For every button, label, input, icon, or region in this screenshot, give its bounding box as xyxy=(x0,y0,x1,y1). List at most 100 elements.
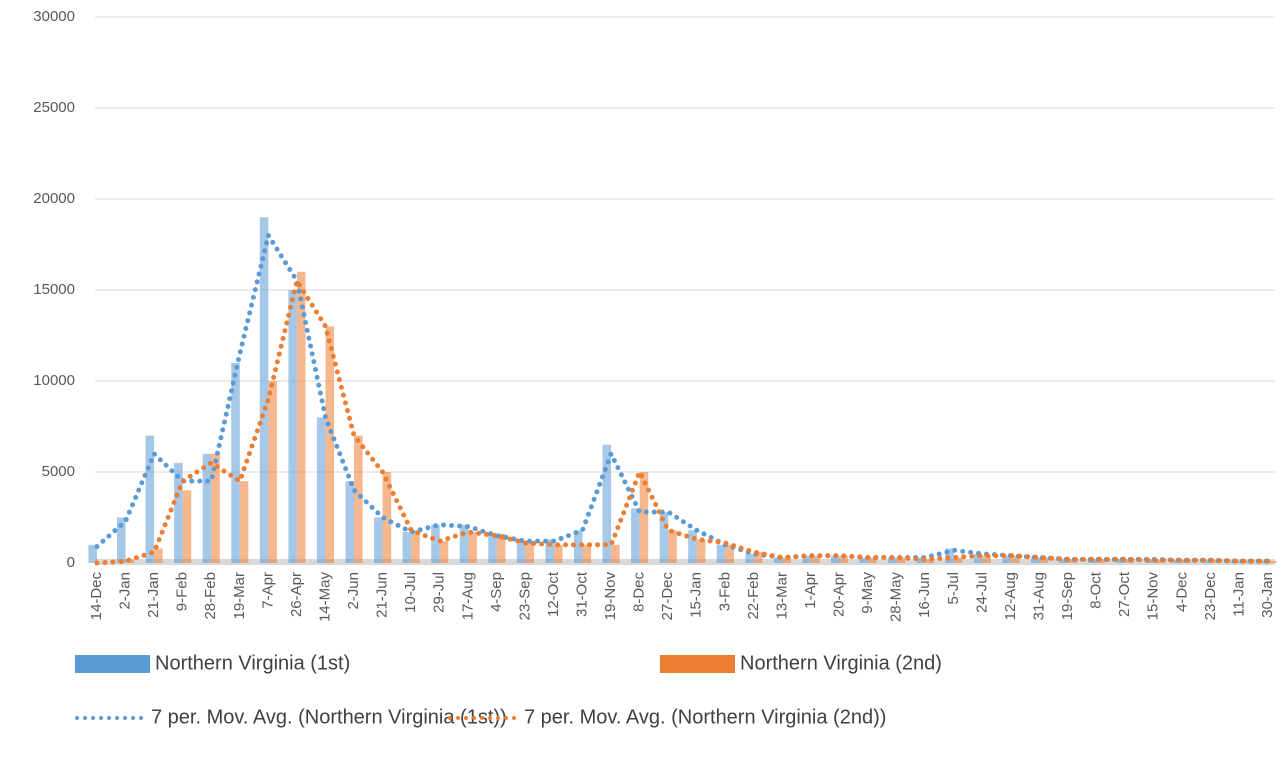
bar xyxy=(631,508,640,563)
x-tick-label: 17-Aug xyxy=(459,572,476,620)
x-axis-band xyxy=(95,559,1275,565)
legend-label: Northern Virginia (1st) xyxy=(155,652,350,674)
bar xyxy=(888,557,897,563)
x-tick-label: 13-Mar xyxy=(773,572,790,620)
bar xyxy=(182,490,192,563)
bar xyxy=(1002,555,1011,563)
bar xyxy=(725,544,734,563)
x-tick-label: 11-Jan xyxy=(1230,572,1247,617)
bar xyxy=(773,557,783,563)
bar xyxy=(582,544,592,563)
bar xyxy=(782,557,792,563)
bar xyxy=(411,530,420,563)
y-tick-label: 5000 xyxy=(42,463,75,480)
bar xyxy=(1153,560,1163,563)
bar xyxy=(602,444,612,563)
x-tick-label: 16-Jun xyxy=(916,572,933,618)
x-tick-label: 14-Dec xyxy=(88,572,105,621)
bar xyxy=(953,557,963,563)
bar xyxy=(1259,561,1268,563)
bar xyxy=(1030,557,1040,563)
x-tick-label: 20-Apr xyxy=(831,572,848,617)
bar xyxy=(488,533,497,563)
bar xyxy=(88,544,97,563)
bar xyxy=(154,548,163,563)
bar xyxy=(325,326,335,563)
x-tick-label: 21-Jun xyxy=(374,572,391,618)
bar xyxy=(611,544,620,563)
legend-swatch xyxy=(75,655,150,673)
bar xyxy=(553,544,563,563)
x-tick-label: 8-Oct xyxy=(1088,571,1105,609)
bar xyxy=(202,453,212,563)
bar xyxy=(402,532,412,563)
bar xyxy=(753,552,763,563)
bar xyxy=(639,472,649,563)
bar xyxy=(516,541,526,563)
bar xyxy=(211,453,220,563)
bar xyxy=(1268,561,1277,563)
y-tick-label: 30000 xyxy=(33,8,75,25)
bar xyxy=(459,524,469,563)
x-tick-label: 27-Dec xyxy=(659,572,676,621)
bar xyxy=(916,557,926,563)
bar xyxy=(802,555,812,563)
x-tick-label: 5-Jul xyxy=(945,572,962,605)
bar xyxy=(525,541,534,563)
bar xyxy=(696,539,706,563)
x-tick-label: 28-Feb xyxy=(202,572,219,620)
bar xyxy=(145,435,155,563)
bar xyxy=(296,271,306,563)
x-tick-label: 14-May xyxy=(316,572,333,623)
bar xyxy=(973,553,983,563)
x-tick-label: 15-Nov xyxy=(1145,572,1162,621)
bar xyxy=(496,533,506,563)
x-tick-label: 28-May xyxy=(888,572,905,623)
x-tick-label: 1-Apr xyxy=(802,572,819,609)
legend-label: Northern Virginia (2nd) xyxy=(740,652,942,674)
x-tick-label: 2-Jan xyxy=(117,572,134,610)
bar xyxy=(439,541,449,563)
bar xyxy=(745,553,754,563)
legend-swatch xyxy=(660,655,735,673)
x-tick-label: 12-Aug xyxy=(1002,572,1019,620)
bar xyxy=(382,472,392,563)
y-tick-label: 0 xyxy=(67,554,75,571)
x-tick-label: 31-Oct xyxy=(574,571,591,617)
x-tick-label: 27-Oct xyxy=(1116,571,1133,617)
x-tick-label: 7-Apr xyxy=(259,572,276,609)
bar xyxy=(896,557,906,563)
x-tick-label: 19-Sep xyxy=(1059,572,1076,620)
bar xyxy=(116,517,126,563)
bar xyxy=(345,481,355,563)
bar xyxy=(259,217,269,563)
bar xyxy=(174,462,183,563)
bar xyxy=(1202,560,1211,563)
bar xyxy=(1010,555,1020,563)
bar xyxy=(573,530,583,563)
bar xyxy=(945,548,954,563)
x-tick-label: 10-Jul xyxy=(402,572,419,613)
bar xyxy=(354,435,363,563)
bar xyxy=(431,524,440,563)
x-tick-label: 31-Aug xyxy=(1030,572,1047,620)
moving-average-line xyxy=(94,229,1271,564)
bar xyxy=(268,381,277,563)
x-tick-label: 19-Mar xyxy=(231,572,248,620)
x-tick-label: 9-May xyxy=(859,572,876,614)
y-tick-label: 25000 xyxy=(33,99,75,116)
x-tick-label: 15-Jan xyxy=(688,572,705,618)
bar xyxy=(831,555,840,563)
bar xyxy=(239,481,249,563)
bar xyxy=(545,539,554,563)
x-tick-label: 4-Dec xyxy=(1173,572,1190,613)
bar xyxy=(468,532,477,563)
bar xyxy=(811,555,820,563)
x-tick-label: 23-Sep xyxy=(516,572,533,620)
x-tick-label: 12-Oct xyxy=(545,571,562,617)
x-tick-label: 22-Feb xyxy=(745,572,762,620)
x-tick-label: 30-Jan xyxy=(1259,572,1276,618)
bar xyxy=(374,517,383,563)
x-tick-label: 29-Jul xyxy=(431,572,448,613)
bar xyxy=(859,557,869,563)
